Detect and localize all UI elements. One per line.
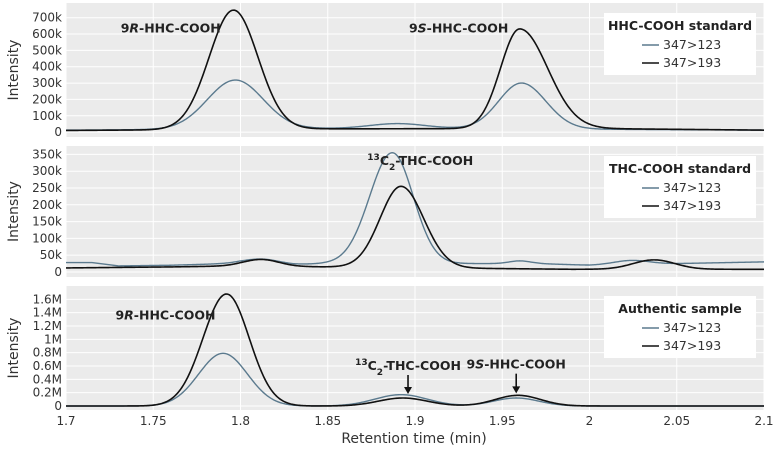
peak-annotation: 13C2-THC-COOH (367, 153, 473, 173)
legend-entry: 347>193 (663, 338, 721, 353)
chart-panel-2: 0 50k 100k 150k 200k 250k 300k 350k Intensity 13C… (6, 146, 765, 279)
legend-entry: 347>193 (663, 198, 721, 213)
legend-title: HHC-COOH standard (608, 18, 752, 33)
legend-box (604, 13, 756, 75)
arrow-head (404, 387, 413, 394)
x-tick-label: 2 (586, 414, 594, 428)
y-tick-label: 0 (54, 265, 62, 279)
y-axis-label: Intensity (6, 40, 22, 101)
y-tick-label: 400k (32, 60, 62, 74)
y-axis-label: Intensity (6, 181, 22, 242)
y-tick-label: 0.2M (33, 386, 62, 400)
legend: THC-COOH standard 347>123 347>193 (604, 156, 756, 218)
y-tick-label: 1.4M (33, 306, 62, 320)
y-tick-label: 1M (44, 332, 62, 346)
y-tick-label: 700k (32, 11, 62, 25)
y-tick-label: 250k (32, 181, 62, 195)
y-tick-label: 300k (32, 76, 62, 90)
y-tick-label: 0.8M (33, 346, 62, 360)
x-axis-label: Retention time (min) (341, 431, 486, 447)
peak-annotation: 9S-HHC-COOH (409, 20, 508, 35)
x-tick-label: 1.7 (56, 414, 75, 428)
y-tick-label: 300k (32, 164, 62, 178)
x-tick-label: 1.8 (231, 414, 250, 428)
y-tick-label: 200k (32, 92, 62, 106)
x-tick-label: 1.9 (405, 414, 424, 428)
legend-entry: 347>123 (663, 180, 721, 195)
y-axis-label: Intensity (6, 318, 22, 379)
y-tick-label: 100k (32, 109, 62, 123)
y-tick-label: 150k (32, 215, 62, 229)
legend-title: THC-COOH standard (609, 161, 751, 176)
peak-annotation: 9R-HHC-COOH (121, 20, 221, 35)
legend: Authentic sample 347>123 347>193 (604, 296, 756, 358)
x-tick-label: 1.75 (140, 414, 167, 428)
series-line-347>193 (66, 293, 764, 407)
x-tick-label: 1.85 (314, 414, 341, 428)
y-tick-label: 200k (32, 198, 62, 212)
y-tick-label: 0.6M (33, 359, 62, 373)
y-tick-label: 100k (32, 231, 62, 245)
arrow-head (512, 386, 521, 394)
legend-box (604, 156, 756, 218)
legend-box (604, 296, 756, 358)
x-tick-label: 1.95 (489, 414, 516, 428)
legend-entry: 347>123 (663, 37, 721, 52)
legend-entry: 347>193 (663, 55, 721, 70)
chart-panel-1: 0 100k 200k 300k 400k 500k 600k 700k Intensity 9R… (6, 3, 765, 139)
legend-entry: 347>123 (663, 320, 721, 335)
series-line-347>193 (66, 185, 764, 271)
legend-title: Authentic sample (618, 301, 741, 316)
y-tick-label: 500k (32, 43, 62, 57)
legend: HHC-COOH standard 347>123 347>193 (604, 13, 756, 75)
peak-annotation: 13C2-THC-COOH (355, 358, 461, 378)
y-tick-label: 0.4M (33, 372, 62, 386)
peak-annotation: 9R-HHC-COOH (115, 307, 215, 322)
x-tick-label: 2.05 (663, 414, 690, 428)
y-tick-label: 1.6M (33, 292, 62, 306)
y-tick-label: 0 (54, 125, 62, 139)
y-tick-label: 350k (32, 147, 62, 161)
y-tick-label: 0 (54, 399, 62, 413)
peak-annotation: 9S-HHC-COOH (467, 357, 566, 372)
y-tick-label: 1.2M (33, 319, 62, 333)
series-line-347>193 (66, 9, 764, 132)
x-tick-label: 2.1 (754, 414, 773, 428)
y-tick-label: 600k (32, 27, 62, 41)
y-tick-label: 50k (40, 248, 62, 262)
